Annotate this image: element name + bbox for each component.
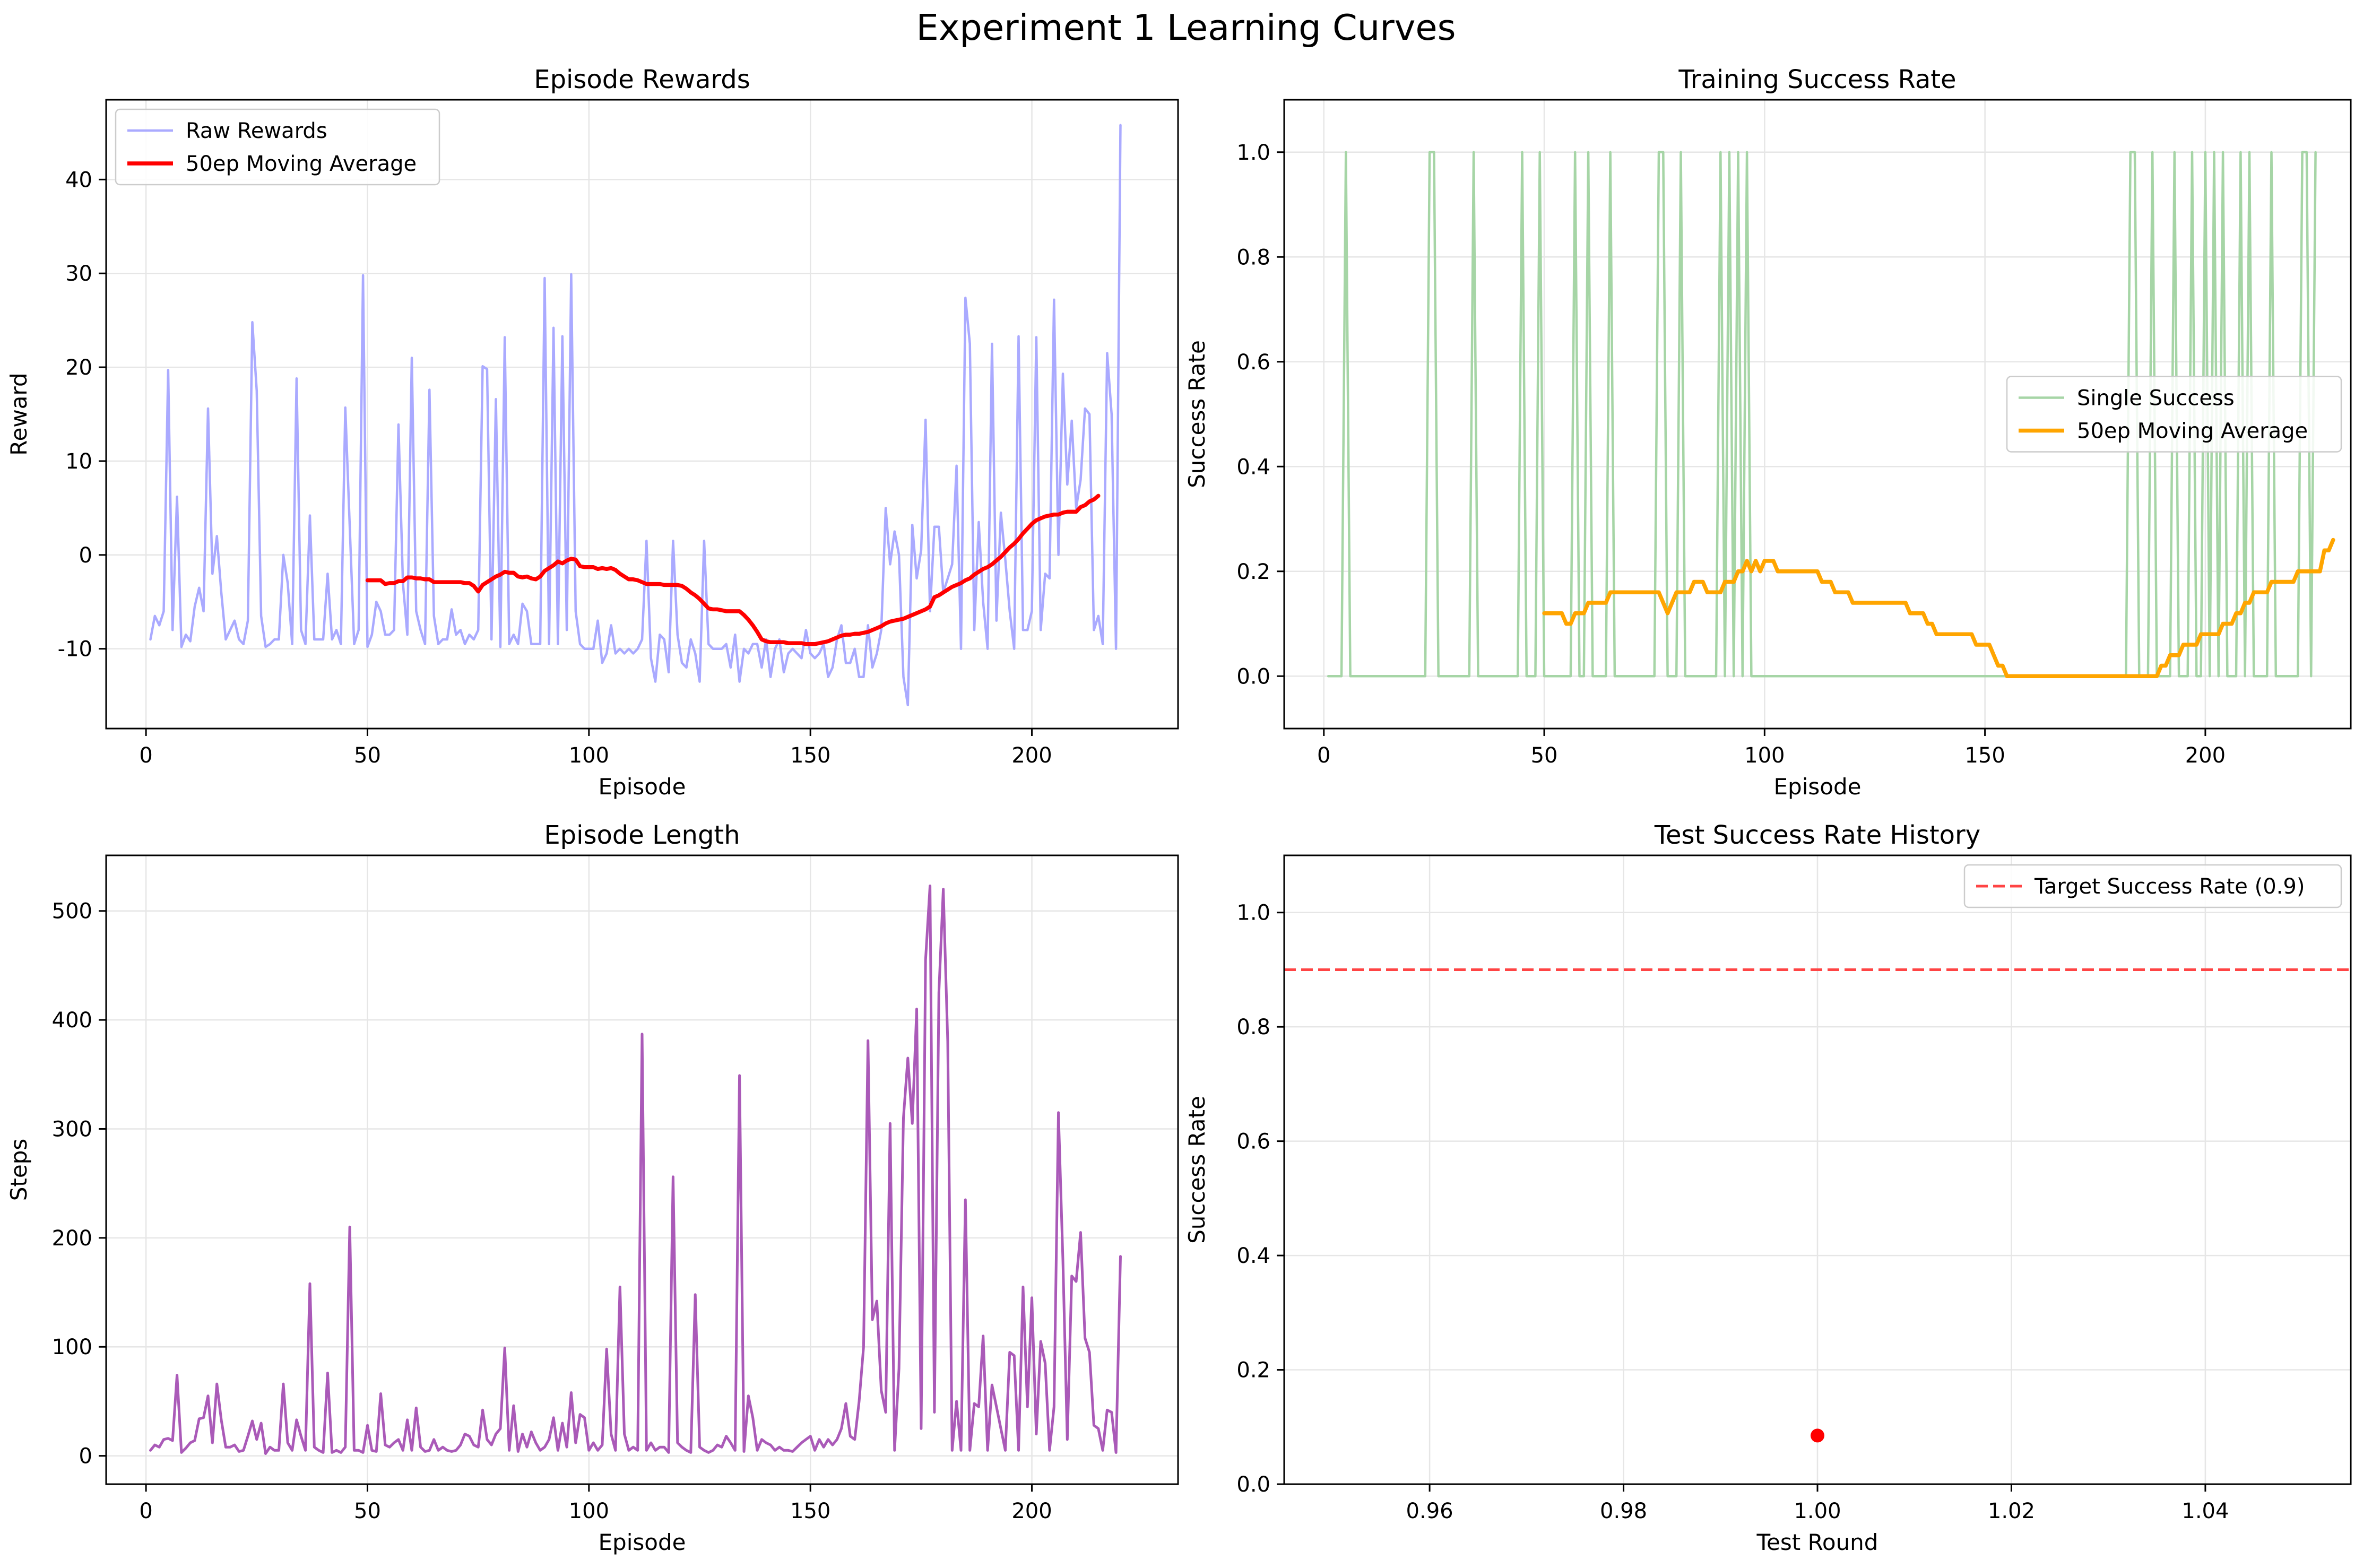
y-tick-label: 0.0 (1236, 664, 1270, 689)
y-tick-label: 0.2 (1236, 1358, 1270, 1383)
chart-title: Test Success Rate History (1654, 820, 1980, 850)
x-tick-label: 200 (1011, 743, 1052, 768)
y-tick-label: 200 (52, 1226, 92, 1251)
x-tick-label: 1.02 (1988, 1499, 2035, 1523)
y-tick-label: 0.4 (1236, 455, 1270, 479)
x-tick-label: 50 (1531, 743, 1558, 768)
legend-label: Target Success Rate (0.9) (2034, 874, 2305, 899)
chart-title: Episode Length (544, 820, 740, 850)
chart-title: Training Success Rate (1678, 65, 1956, 94)
x-tick-label: 1.00 (1794, 1499, 1841, 1523)
x-tick-label: 0.98 (1600, 1499, 1647, 1523)
y-tick-label: 0.8 (1236, 1015, 1270, 1039)
plot-area (1327, 151, 2335, 679)
chart-panel-ep_length: 0 50 100 150 200 0 100 200 300 400 500 Episode Leng… (6, 820, 1179, 1555)
legend-box (1963, 864, 2342, 908)
legend: Target Success Rate (0.9) (1963, 864, 2342, 908)
y-tick-label: 0.8 (1236, 245, 1270, 270)
series-line-50ep-moving-average (1542, 538, 2335, 679)
legend-box (2006, 376, 2342, 453)
axes-frame (1283, 99, 2352, 730)
x-tick-label: 0 (139, 743, 152, 768)
y-tick-label: 20 (65, 356, 92, 380)
y-tick-label: 1.0 (1236, 901, 1270, 925)
y-tick-label: 0 (79, 543, 92, 568)
y-axis-label: Success Rate (1184, 340, 1210, 488)
x-tick-label: 200 (2185, 743, 2226, 768)
x-tick-label: 150 (790, 743, 830, 768)
y-tick-label: 0.6 (1236, 1130, 1270, 1154)
figure-title: Experiment 1 Learning Curves (916, 7, 1456, 48)
series-line-single-success (1327, 151, 2317, 678)
y-tick-label: 0.0 (1236, 1472, 1270, 1497)
x-axis-label: Test Round (1756, 1529, 1878, 1555)
legend-box (115, 108, 440, 186)
legend-label: Single Success (2077, 386, 2235, 411)
y-tick-label: 0.4 (1236, 1244, 1270, 1268)
y-axis-label: Success Rate (1184, 1096, 1210, 1244)
x-tick-label: 0.96 (1406, 1499, 1453, 1523)
chart-panel-train_success: 0 50 100 150 200 0.0 0.2 0.4 0.6 0.8 1.0 Training S… (1184, 65, 2352, 800)
x-tick-label: 100 (1744, 743, 1785, 768)
x-axis-label: Episode (1774, 774, 1862, 800)
y-tick-label: 10 (65, 449, 92, 474)
x-tick-label: 50 (354, 1499, 381, 1523)
chart-panel-test_success: 0.96 0.98 1.00 1.02 1.04 0.0 0.2 0.4 0.6 0.8 1.0 Te… (1184, 820, 2352, 1555)
axes-frame (105, 99, 1179, 730)
legend-label: 50ep Moving Average (2077, 419, 2308, 444)
y-tick-label: 400 (52, 1008, 92, 1033)
series-line-raw-rewards (149, 124, 1122, 707)
plot-area (149, 885, 1122, 1455)
x-tick-label: 100 (569, 743, 609, 768)
y-tick-label: 40 (65, 168, 92, 192)
plot-area (1284, 968, 2351, 1443)
test-success-point (1811, 1428, 1824, 1443)
chart-panel-rewards: 0 50 100 150 200 -10 0 10 20 30 40 Episode Rewards E… (6, 65, 1179, 800)
series-line-episode-length (149, 885, 1122, 1455)
legend-label: 50ep Moving Average (186, 152, 417, 176)
x-axis-label: Episode (599, 774, 686, 800)
series-line-50ep-moving-average (365, 493, 1101, 646)
y-tick-label: 0.6 (1236, 350, 1270, 375)
y-tick-label: 0 (79, 1444, 92, 1469)
x-tick-label: 0 (1317, 743, 1330, 768)
x-tick-label: 150 (790, 1499, 830, 1523)
plot-area (149, 124, 1122, 707)
y-tick-label: 30 (65, 262, 92, 286)
axes-frame (105, 854, 1179, 1485)
x-tick-label: 150 (1964, 743, 2005, 768)
legend-label: Raw Rewards (186, 119, 327, 143)
y-tick-label: 100 (52, 1335, 92, 1359)
y-tick-label: 500 (52, 899, 92, 924)
y-axis-label: Steps (6, 1139, 32, 1201)
legend: Raw Rewards 50ep Moving Average (115, 108, 440, 186)
x-tick-label: 1.04 (2181, 1499, 2229, 1523)
legend: Single Success 50ep Moving Average (2006, 376, 2342, 453)
y-tick-label: 0.2 (1236, 560, 1270, 584)
x-tick-label: 0 (139, 1499, 152, 1523)
y-tick-label: -10 (58, 637, 92, 662)
chart-title: Episode Rewards (534, 65, 750, 94)
x-tick-label: 200 (1011, 1499, 1052, 1523)
x-tick-label: 50 (354, 743, 381, 768)
x-axis-label: Episode (599, 1529, 686, 1555)
y-axis-label: Reward (6, 372, 32, 455)
x-tick-label: 100 (569, 1499, 609, 1523)
y-tick-label: 1.0 (1236, 141, 1270, 165)
y-tick-label: 300 (52, 1117, 92, 1141)
